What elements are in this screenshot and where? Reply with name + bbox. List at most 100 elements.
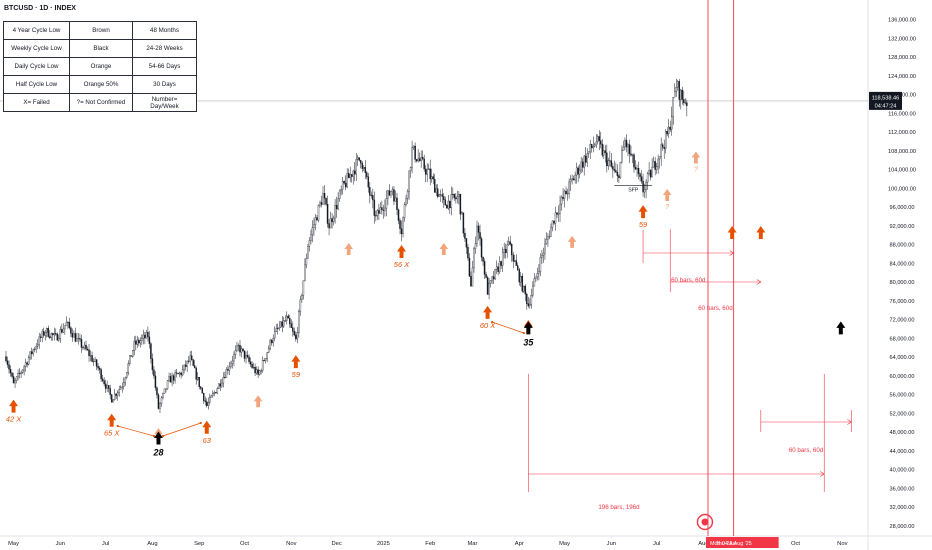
cycle-range-line bbox=[162, 422, 201, 437]
candle-body bbox=[628, 144, 631, 155]
candle-body bbox=[35, 346, 37, 350]
candle-body bbox=[406, 190, 409, 199]
candle-body bbox=[435, 188, 437, 193]
cycle-range-start bbox=[116, 424, 119, 428]
legend-cell: 48 Months bbox=[132, 21, 197, 40]
candle-body bbox=[524, 285, 527, 295]
candle-body bbox=[242, 348, 244, 351]
candle-body bbox=[340, 189, 342, 192]
candle-body bbox=[601, 143, 604, 156]
candle-body bbox=[470, 276, 472, 287]
candle-body bbox=[453, 193, 456, 198]
half-cycle-arrow bbox=[567, 235, 577, 248]
candle-body bbox=[174, 372, 176, 381]
half-cycle-arrow bbox=[253, 395, 263, 408]
candle-body bbox=[429, 168, 431, 180]
candle-body bbox=[452, 193, 454, 195]
candle-body bbox=[503, 249, 505, 253]
candle-body bbox=[201, 388, 203, 394]
candle-body bbox=[354, 170, 356, 175]
x-tick-label: Jun bbox=[607, 541, 616, 547]
candle-body bbox=[492, 276, 495, 280]
candle-body bbox=[130, 355, 133, 357]
candle-body bbox=[273, 331, 276, 339]
candle-body bbox=[234, 350, 237, 355]
candle-body bbox=[491, 276, 493, 281]
chart-title: BTCUSD · 1D · INDEX bbox=[4, 5, 76, 12]
y-tick-label: 96,000.00 bbox=[890, 205, 915, 211]
candle-body bbox=[559, 203, 561, 214]
candle-body bbox=[606, 152, 608, 167]
candle-body bbox=[9, 369, 12, 374]
y-tick-label: 76,000.00 bbox=[890, 299, 915, 305]
candle-body bbox=[360, 160, 362, 164]
candle-body bbox=[225, 369, 228, 378]
candle-body bbox=[248, 356, 250, 362]
candle-body bbox=[501, 252, 504, 266]
candle-body bbox=[120, 387, 122, 390]
candle-body bbox=[536, 273, 539, 278]
candle-body bbox=[616, 172, 619, 176]
candle-body bbox=[230, 363, 232, 368]
candle-body bbox=[165, 388, 167, 390]
candle-body bbox=[181, 369, 184, 376]
candle-body bbox=[295, 334, 297, 340]
candle-body bbox=[515, 260, 517, 266]
candle-body bbox=[423, 158, 425, 170]
y-tick-label: 60,000.00 bbox=[890, 374, 915, 380]
candle-body bbox=[219, 383, 222, 387]
candle-body bbox=[684, 102, 687, 104]
candle-body bbox=[446, 204, 448, 209]
candle-body bbox=[157, 394, 160, 409]
candle-body bbox=[571, 178, 573, 180]
candle-body bbox=[474, 243, 477, 249]
candle-body bbox=[251, 363, 253, 368]
y-tick-label: 56,000.00 bbox=[890, 393, 915, 399]
candle-body bbox=[296, 332, 299, 340]
candle-body bbox=[218, 383, 220, 389]
candle-body bbox=[609, 160, 611, 162]
candle-body bbox=[212, 393, 214, 396]
legend-cell: 4 Year Cycle Low bbox=[3, 21, 70, 40]
candle-body bbox=[417, 158, 419, 162]
candle-body bbox=[574, 174, 576, 181]
candle-body bbox=[15, 376, 18, 381]
candle-body bbox=[357, 157, 359, 160]
candle-body bbox=[206, 401, 208, 406]
candle-body bbox=[350, 174, 353, 177]
candle-body bbox=[403, 204, 406, 219]
date-label-end: Thu 21 Aug '25 bbox=[716, 541, 752, 547]
daily-cycle-arrow bbox=[483, 305, 493, 319]
candle-body bbox=[83, 344, 86, 348]
date-label-bg bbox=[705, 537, 779, 548]
y-tick-label: 116,000.00 bbox=[888, 111, 916, 117]
daily-cycle-label: 59 bbox=[292, 370, 301, 379]
candle-body bbox=[639, 173, 641, 177]
candle-body bbox=[292, 327, 294, 332]
candle-body bbox=[550, 227, 552, 237]
candle-body bbox=[123, 382, 125, 387]
y-tick-label: 108,000.00 bbox=[888, 149, 916, 155]
candle-body bbox=[568, 181, 570, 194]
candle-body bbox=[289, 318, 291, 325]
candle-body bbox=[634, 166, 637, 170]
x-tick-label: Aug bbox=[147, 541, 157, 547]
candle-body bbox=[562, 196, 564, 199]
candle-body bbox=[414, 145, 416, 160]
candle-body bbox=[512, 254, 514, 262]
last-price-countdown: 04:47:24 bbox=[875, 103, 897, 109]
candle-body bbox=[195, 367, 197, 380]
candle-body bbox=[495, 266, 498, 270]
candle-body bbox=[198, 377, 200, 388]
candle-body bbox=[575, 167, 578, 176]
candle-body bbox=[115, 393, 117, 396]
candle-body bbox=[556, 212, 558, 215]
candle-body bbox=[477, 225, 480, 233]
candle-body bbox=[163, 388, 166, 394]
candle-body bbox=[633, 154, 635, 168]
daily-cycle-label: 60 X bbox=[480, 321, 496, 330]
x-tick-label: Oct bbox=[791, 541, 800, 547]
candle-body bbox=[252, 366, 255, 368]
